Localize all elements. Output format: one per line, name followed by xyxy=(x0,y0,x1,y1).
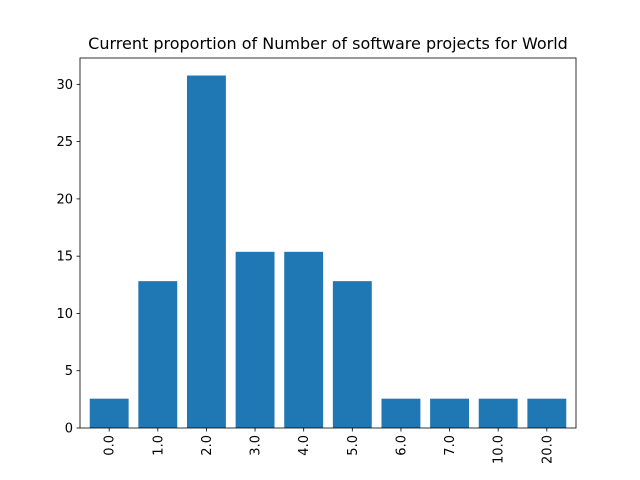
bar-7.0 xyxy=(430,398,470,428)
y-tick-label-5: 5 xyxy=(65,364,73,379)
bar-0.0 xyxy=(89,398,129,428)
bar-2.0 xyxy=(186,75,226,429)
x-tick-label-4.0: 4.0 xyxy=(297,435,312,456)
x-tick-label-2.0: 2.0 xyxy=(200,435,215,456)
x-tick-label-20.0: 20.0 xyxy=(540,435,555,464)
bar-1.0 xyxy=(138,281,178,428)
plot-frame xyxy=(79,57,577,429)
y-tick-label-20: 20 xyxy=(56,192,73,207)
bar-20.0 xyxy=(527,398,567,428)
bar-6.0 xyxy=(381,398,421,428)
x-tick-label-3.0: 3.0 xyxy=(249,435,264,456)
x-tick-label-6.0: 6.0 xyxy=(394,435,409,456)
y-tick-label-15: 15 xyxy=(56,250,73,265)
y-tick-label-30: 30 xyxy=(56,78,73,93)
x-tick-label-1.0: 1.0 xyxy=(151,435,166,456)
axes-layer: 0 5 10 15 20 25 30 0.0 1.0 2.0 3.0 4.0 5.0 6.0 7.0 10.0… xyxy=(56,57,577,464)
x-tick-label-7.0: 7.0 xyxy=(443,435,458,456)
chart-title: Current proportion of Number of software… xyxy=(88,34,568,53)
bar-10.0 xyxy=(478,398,518,428)
y-tick-label-25: 25 xyxy=(56,135,73,150)
bar-4.0 xyxy=(284,251,324,428)
bar-3.0 xyxy=(235,251,275,428)
y-tick-label-10: 10 xyxy=(56,307,73,322)
bars-layer xyxy=(89,75,567,429)
y-tick-label-0: 0 xyxy=(65,422,73,437)
x-tick-label-0.0: 0.0 xyxy=(103,435,118,456)
x-tick-label-5.0: 5.0 xyxy=(346,435,361,456)
bar-5.0 xyxy=(332,281,372,428)
x-tick-label-10.0: 10.0 xyxy=(492,435,507,464)
